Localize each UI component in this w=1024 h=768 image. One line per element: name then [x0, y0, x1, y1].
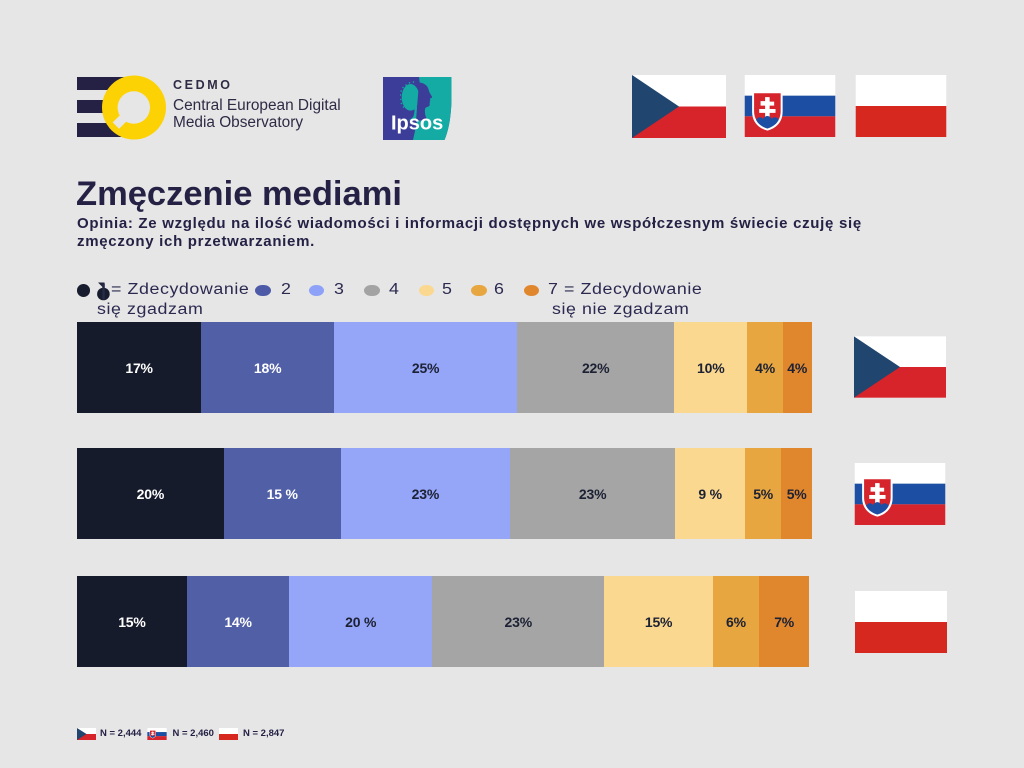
svg-text:Ipsos: Ipsos: [391, 113, 443, 135]
